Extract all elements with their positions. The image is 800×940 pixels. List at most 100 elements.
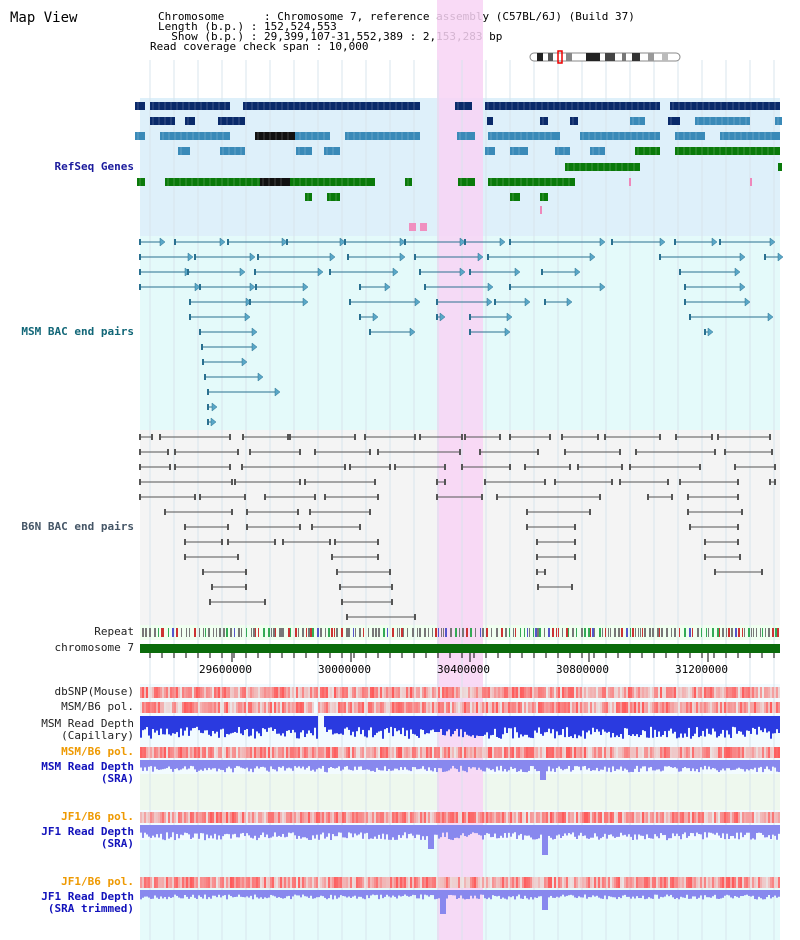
- depth-bar: [240, 716, 242, 734]
- track-label-jf1-b6-pol-2[interactable]: JF1/B6 pol.: [61, 875, 134, 888]
- ideogram-band: [632, 53, 640, 61]
- density-cell: [776, 877, 778, 888]
- gene-feature: [305, 193, 312, 201]
- depth-bar: [698, 825, 700, 835]
- depth-bar: [770, 825, 772, 840]
- density-cell: [644, 702, 646, 713]
- depth-bar: [226, 760, 228, 769]
- depth-bar: [348, 760, 350, 770]
- density-cell: [278, 702, 280, 713]
- density-cell: [322, 812, 324, 823]
- density-cell: [606, 702, 608, 713]
- depth-bar: [610, 716, 612, 738]
- bac-end-mark: [229, 464, 231, 470]
- depth-bar: [730, 760, 732, 771]
- repeat-feature: [428, 628, 429, 637]
- density-cell: [484, 747, 486, 758]
- density-cell: [412, 877, 414, 888]
- density-cell: [606, 812, 608, 823]
- density-cell: [466, 747, 468, 758]
- depth-bar: [284, 716, 286, 737]
- track-label-jf1-b6-pol-1[interactable]: JF1/B6 pol.: [61, 810, 134, 823]
- depth-bar: [240, 825, 242, 834]
- depth-bar: [332, 825, 334, 835]
- depth-bar: [696, 716, 698, 728]
- density-cell: [664, 812, 666, 823]
- track-label-b6n-bac[interactable]: B6N BAC end pairs: [21, 520, 134, 533]
- track-label-repeat[interactable]: Repeat: [94, 625, 134, 638]
- depth-bar: [344, 825, 346, 838]
- density-cell: [392, 877, 394, 888]
- density-cell: [206, 877, 208, 888]
- depth-bar: [588, 890, 590, 898]
- depth-bar: [582, 760, 584, 767]
- repeat-feature: [640, 628, 641, 637]
- depth-bar: [428, 716, 430, 734]
- density-cell: [620, 747, 622, 758]
- depth-bar: [356, 760, 358, 770]
- density-cell: [570, 687, 572, 698]
- track-label-msm-b6-pol-2[interactable]: MSM/B6 pol.: [61, 745, 134, 758]
- depth-bar: [662, 760, 664, 771]
- density-cell: [748, 812, 750, 823]
- bac-end-arrow: [506, 312, 513, 322]
- depth-bar: [610, 760, 612, 773]
- depth-bar: [514, 716, 516, 728]
- density-cell: [660, 747, 662, 758]
- depth-bar: [716, 760, 718, 771]
- track-label-msm-depth-capillary[interactable]: MSM Read Depth: [41, 717, 134, 730]
- density-cell: [762, 812, 764, 823]
- track-label-msm-b6-pol-1[interactable]: MSM/B6 pol.: [61, 700, 134, 713]
- density-cell: [294, 877, 296, 888]
- depth-bar: [760, 760, 762, 767]
- density-cell: [658, 687, 660, 698]
- density-cell: [584, 877, 586, 888]
- density-cell: [458, 812, 460, 823]
- track-label-msm-bac[interactable]: MSM BAC end pairs: [21, 325, 134, 338]
- density-cell: [508, 702, 510, 713]
- track-label-jf1-depth-trimmed[interactable]: JF1 Read Depth: [41, 890, 134, 903]
- density-cell: [188, 747, 190, 758]
- depth-bar: [400, 760, 402, 767]
- density-cell: [640, 702, 642, 713]
- depth-bar: [542, 890, 544, 910]
- density-cell: [300, 687, 302, 698]
- depth-bar: [328, 760, 330, 768]
- track-label-jf1-depth-sra[interactable]: JF1 Read Depth: [41, 825, 134, 838]
- depth-bar: [582, 825, 584, 837]
- depth-bar: [748, 890, 750, 896]
- density-cell: [480, 687, 482, 698]
- density-cell: [324, 687, 326, 698]
- density-cell: [144, 877, 146, 888]
- repeat-feature: [208, 628, 210, 637]
- density-cell: [216, 877, 218, 888]
- density-cell: [398, 747, 400, 758]
- density-cell: [608, 812, 610, 823]
- depth-bar: [372, 825, 374, 839]
- depth-bar: [418, 825, 420, 835]
- track-label-refseq[interactable]: RefSeq Genes: [54, 160, 134, 173]
- depth-bar: [270, 760, 272, 767]
- depth-bar: [596, 825, 598, 837]
- density-cell: [352, 812, 354, 823]
- density-cell: [186, 702, 188, 713]
- track-label-msm-depth-sra[interactable]: MSM Read Depth: [41, 760, 134, 773]
- density-cell: [580, 702, 582, 713]
- depth-bar: [298, 825, 300, 836]
- depth-bar: [486, 825, 488, 834]
- repeat-feature: [281, 628, 283, 637]
- density-cell: [186, 877, 188, 888]
- depth-bar: [366, 760, 368, 770]
- density-cell: [554, 812, 556, 823]
- density-cell: [172, 747, 174, 758]
- density-cell: [348, 812, 350, 823]
- track-label-dbsnp[interactable]: dbSNP(Mouse): [54, 685, 134, 698]
- depth-bar: [678, 760, 680, 772]
- depth-bar: [454, 825, 456, 838]
- density-cell: [740, 687, 742, 698]
- density-cell: [470, 812, 472, 823]
- depth-bar: [448, 825, 450, 840]
- depth-bar: [544, 760, 546, 780]
- density-cell: [724, 702, 726, 713]
